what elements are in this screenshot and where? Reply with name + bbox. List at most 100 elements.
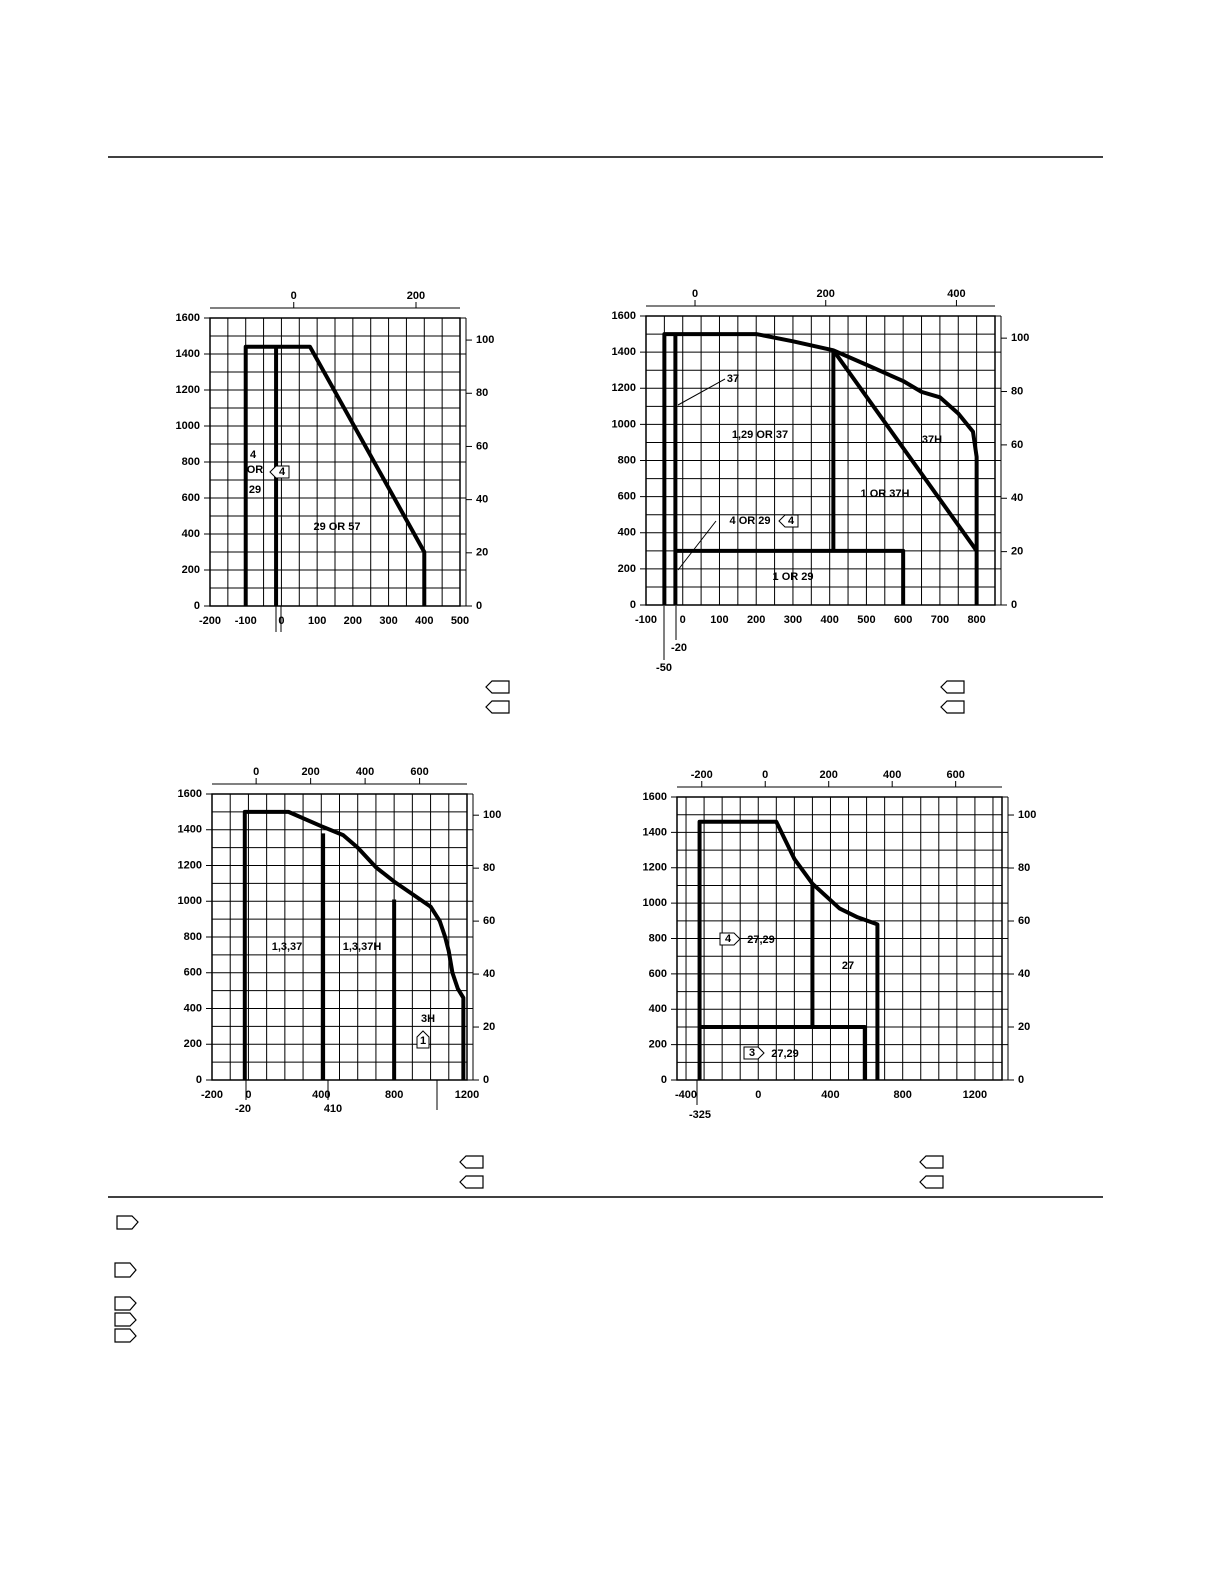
x2-tick-label: 600 bbox=[410, 766, 428, 778]
annotation: -20 bbox=[235, 1103, 251, 1115]
x2-tick-label: 0 bbox=[762, 769, 768, 781]
y-tick-label: 0 bbox=[630, 599, 636, 611]
y2-tick-label: 40 bbox=[1018, 968, 1030, 980]
note-flag bbox=[269, 465, 290, 479]
x2-tick-label: -200 bbox=[691, 769, 713, 781]
y-tick-label: 600 bbox=[649, 968, 667, 980]
plot-frame bbox=[211, 793, 468, 1081]
annotation: 29 OR 57 bbox=[313, 521, 360, 533]
envelope-line bbox=[675, 548, 906, 605]
y-tick-label: 800 bbox=[618, 454, 636, 466]
y2-tick-label: 0 bbox=[483, 1074, 489, 1086]
x-tick-label: -200 bbox=[199, 615, 221, 627]
y-tick-label: 1600 bbox=[178, 788, 202, 800]
envelope-line bbox=[699, 1024, 867, 1080]
x-tick-label: 400 bbox=[821, 614, 839, 626]
y2-tick-label: 40 bbox=[476, 494, 488, 506]
x-tick-label: 600 bbox=[894, 614, 912, 626]
x-tick-label: 800 bbox=[894, 1089, 912, 1101]
y2-tick-label: 20 bbox=[1018, 1021, 1030, 1033]
x-tick-label: 400 bbox=[312, 1089, 330, 1101]
leader-line bbox=[677, 520, 717, 571]
annotation: 4 bbox=[250, 449, 257, 461]
chart: -400 0 400 800 12000200400600800100012001400… bbox=[643, 769, 1037, 1121]
y2-tick-label: 100 bbox=[1018, 809, 1036, 821]
annotation: 410 bbox=[324, 1103, 342, 1115]
annotation: 4 bbox=[279, 466, 286, 478]
annotation: -20 bbox=[671, 642, 687, 654]
x-tick-label: 200 bbox=[344, 615, 362, 627]
y2-tick-label: 40 bbox=[1011, 492, 1023, 504]
tab-markers bbox=[114, 680, 965, 1343]
y-tick-label: 1200 bbox=[612, 382, 636, 394]
y2-tick-label: 100 bbox=[483, 809, 501, 821]
annotation: 27,29 bbox=[771, 1048, 799, 1060]
y-tick-label: 1600 bbox=[643, 791, 667, 803]
x2-tick-label: 600 bbox=[946, 769, 964, 781]
note-flag bbox=[416, 1030, 430, 1049]
y2-tick-label: 20 bbox=[476, 547, 488, 559]
x-tick-label: 400 bbox=[415, 615, 433, 627]
annotation: 1,3,37H bbox=[343, 941, 382, 953]
x2-tick-label: 400 bbox=[883, 769, 901, 781]
leader-line bbox=[677, 378, 726, 406]
y-tick-label: 0 bbox=[196, 1074, 202, 1086]
x-tick-label: 500 bbox=[451, 615, 469, 627]
y2-tick-label: 60 bbox=[476, 440, 488, 452]
y-tick-label: 1200 bbox=[178, 859, 202, 871]
annotation: 1 OR 37H bbox=[861, 488, 910, 500]
x-tick-label: 0 bbox=[680, 614, 686, 626]
x-tick-label: -400 bbox=[675, 1089, 697, 1101]
annotation: 29 bbox=[249, 484, 261, 496]
y-tick-label: 1000 bbox=[176, 420, 200, 432]
y2-tick-label: 0 bbox=[1018, 1074, 1024, 1086]
x2-tick-label: 0 bbox=[291, 290, 297, 302]
plot-frame bbox=[676, 796, 1003, 1081]
x2-tick-label: 400 bbox=[947, 288, 965, 300]
x-tick-label: 400 bbox=[821, 1089, 839, 1101]
x-tick-label: -100 bbox=[235, 615, 257, 627]
annotation: 27,29 bbox=[747, 934, 775, 946]
x2-tick-label: 200 bbox=[301, 766, 319, 778]
annotation: 4 bbox=[725, 933, 732, 945]
annotation: -50 bbox=[656, 662, 672, 674]
y2-tick-label: 60 bbox=[1011, 439, 1023, 451]
y-tick-label: 1000 bbox=[643, 897, 667, 909]
y-tick-label: 1600 bbox=[176, 312, 200, 324]
x-tick-label: 800 bbox=[967, 614, 985, 626]
annotation: 1,3,37 bbox=[272, 941, 303, 953]
annotation: 1 OR 29 bbox=[773, 571, 814, 583]
y-tick-label: 1400 bbox=[612, 346, 636, 358]
y2-tick-label: 0 bbox=[1011, 599, 1017, 611]
x-tick-label: 100 bbox=[710, 614, 728, 626]
annotation: OR bbox=[247, 464, 264, 476]
y-tick-label: 1000 bbox=[612, 418, 636, 430]
annotation: 1,29 OR 37 bbox=[732, 429, 788, 441]
envelope-line bbox=[831, 349, 979, 552]
chart: -200 0 400 800 12000200400600800100012001400… bbox=[178, 766, 502, 1115]
annotation: 37H bbox=[922, 434, 942, 446]
x2-tick-label: 0 bbox=[253, 766, 259, 778]
x2-tick-label: 200 bbox=[817, 288, 835, 300]
y-tick-label: 800 bbox=[649, 932, 667, 944]
envelope-line bbox=[243, 344, 427, 606]
x-tick-label: -100 bbox=[635, 614, 657, 626]
annotation: 27 bbox=[842, 960, 854, 972]
y-tick-label: 600 bbox=[618, 491, 636, 503]
x-tick-label: 500 bbox=[857, 614, 875, 626]
y2-tick-label: 40 bbox=[483, 968, 495, 980]
y-tick-label: 1000 bbox=[178, 895, 202, 907]
y-tick-label: 1400 bbox=[643, 826, 667, 838]
y2-tick-label: 20 bbox=[1011, 546, 1023, 558]
y2-tick-label: 80 bbox=[1011, 385, 1023, 397]
x2-tick-label: 200 bbox=[407, 290, 425, 302]
y-tick-label: 1200 bbox=[643, 862, 667, 874]
y-tick-label: 400 bbox=[618, 527, 636, 539]
x2-tick-label: 0 bbox=[692, 288, 698, 300]
annotation: 3 bbox=[749, 1047, 755, 1059]
y-tick-label: 200 bbox=[182, 564, 200, 576]
y-tick-label: 600 bbox=[182, 492, 200, 504]
y-tick-label: 1400 bbox=[176, 348, 200, 360]
annotation: 3H bbox=[421, 1013, 435, 1025]
